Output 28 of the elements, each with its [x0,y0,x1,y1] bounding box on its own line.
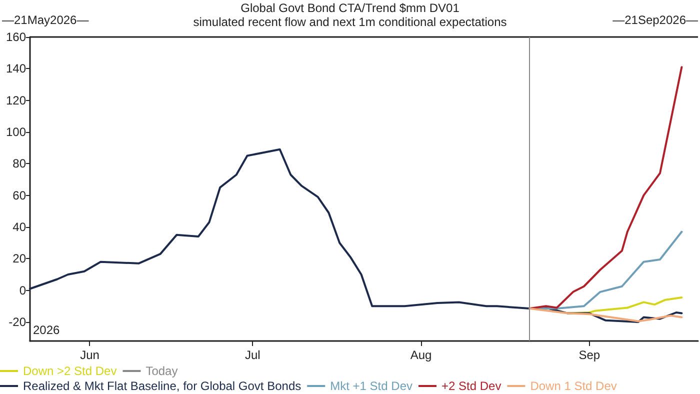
line-series [528,308,683,322]
x-tick-label: Sep [578,348,600,362]
x-tick-label: Jun [80,348,100,362]
y-tick-label: 0 [19,283,26,298]
y-tick-label: 120 [6,93,26,108]
x-tick-label: Aug [410,348,432,362]
y-tick-label: -20 [8,315,26,329]
y-tick-label: 60 [12,188,26,202]
text: —21May2026— [2,13,89,27]
chart-title: Global Govt Bond CTA/Trend $mm DV01 [240,1,460,15]
legend-label: Down 1 Std Dev [530,379,617,393]
y-tick-label: 100 [6,125,26,139]
text: —21Sep2026— [612,13,698,27]
legend-label: +2 Std Dev [441,379,502,393]
chart-subtitle: simulated recent flow and next 1m conditional expectations [193,15,507,29]
y-tick-label: 20 [12,252,26,266]
y-tick-label: 140 [6,62,26,76]
line-series [29,148,683,323]
y-tick-label: 160 [6,30,26,44]
legend-label: Today [146,364,178,378]
legend-label: Mkt +1 Std Dev [330,379,412,393]
x-tick-label: Jul [244,348,260,362]
y-tick-label: 40 [12,220,26,234]
annotation: 2026 [33,323,60,337]
line-series [528,66,683,310]
legend-label: Realized & Mkt Flat Baseline, for Global Govt Bonds [23,379,302,393]
legend-label: Down >2 Std Dev [23,364,117,378]
y-tick-label: 80 [12,156,26,171]
